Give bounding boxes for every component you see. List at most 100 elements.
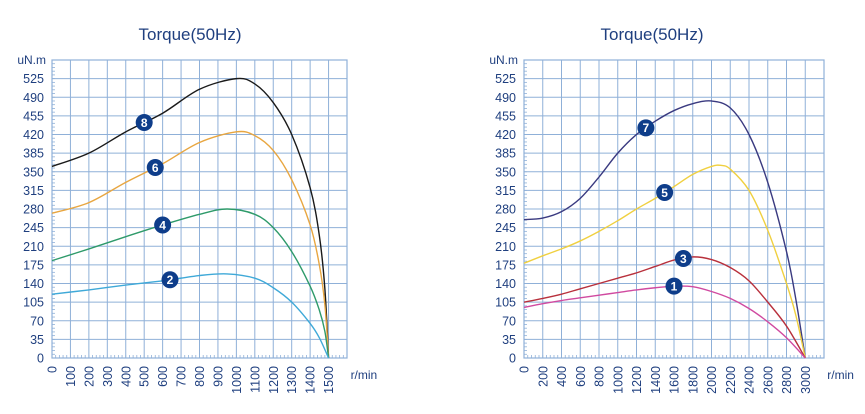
x-axis-label: r/min bbox=[351, 368, 378, 382]
y-tick-label: 0 bbox=[37, 352, 44, 366]
torque-chart-left: Torque(50Hz)uN.m035701051401752102452803… bbox=[17, 25, 377, 394]
y-tick-label: 525 bbox=[495, 72, 516, 86]
series-badge-4: 4 bbox=[154, 216, 172, 234]
chart-title: Torque(50Hz) bbox=[139, 25, 242, 44]
x-tick-label: 800 bbox=[193, 366, 207, 387]
x-tick-label: 0 bbox=[46, 366, 60, 373]
y-tick-label: 350 bbox=[23, 165, 44, 179]
series-line-2 bbox=[51, 273, 330, 359]
y-tick-label: 490 bbox=[495, 91, 516, 105]
badge-label: 7 bbox=[643, 121, 650, 135]
y-tick-label: 280 bbox=[23, 203, 44, 217]
series-badge-3: 3 bbox=[674, 249, 692, 267]
series-badge-1: 1 bbox=[665, 277, 683, 295]
y-tick-label: 350 bbox=[495, 165, 516, 179]
y-tick-label: 175 bbox=[23, 258, 44, 272]
badge-circle bbox=[656, 184, 674, 202]
x-tick-label: 2000 bbox=[705, 366, 719, 394]
y-tick-label: 35 bbox=[502, 333, 516, 347]
x-tick-label: 500 bbox=[138, 366, 152, 387]
x-tick-label: 3000 bbox=[799, 366, 813, 394]
x-tick-label: 2800 bbox=[780, 366, 794, 394]
badge-circle bbox=[135, 114, 153, 132]
y-tick-label: 385 bbox=[495, 147, 516, 161]
x-tick-label: 100 bbox=[64, 366, 78, 387]
y-tick-label: 490 bbox=[23, 91, 44, 105]
series-line-5 bbox=[523, 164, 806, 359]
series-badge-6: 6 bbox=[146, 158, 164, 176]
y-tick-label: 70 bbox=[30, 314, 44, 328]
x-tick-label: 700 bbox=[175, 366, 189, 387]
series-badge-8: 8 bbox=[135, 114, 153, 132]
y-tick-label: 0 bbox=[509, 352, 516, 366]
y-tick-label: 105 bbox=[23, 296, 44, 310]
badge-label: 2 bbox=[167, 273, 174, 287]
y-tick-label: 420 bbox=[495, 128, 516, 142]
badge-circle bbox=[637, 119, 655, 137]
y-tick-label: 105 bbox=[495, 296, 516, 310]
y-tick-label: 280 bbox=[495, 203, 516, 217]
x-tick-label: 2600 bbox=[761, 366, 775, 394]
badge-label: 3 bbox=[680, 252, 687, 266]
y-tick-label: 175 bbox=[495, 258, 516, 272]
x-tick-label: 0 bbox=[518, 366, 532, 373]
series-badge-5: 5 bbox=[656, 184, 674, 202]
y-tick-label: 210 bbox=[23, 240, 44, 254]
badge-circle bbox=[161, 271, 179, 289]
x-tick-label: 300 bbox=[101, 366, 115, 387]
y-tick-label: 140 bbox=[495, 277, 516, 291]
x-tick-label: 900 bbox=[211, 366, 225, 387]
x-tick-label: 1100 bbox=[248, 366, 262, 393]
badge-circle bbox=[665, 277, 683, 295]
badge-circle bbox=[154, 216, 172, 234]
y-tick-label: 420 bbox=[23, 128, 44, 142]
x-tick-label: 1500 bbox=[322, 366, 336, 394]
series-line-3 bbox=[523, 256, 806, 359]
series-line-7 bbox=[523, 100, 806, 359]
y-tick-label: 140 bbox=[23, 277, 44, 291]
x-tick-label: 1400 bbox=[304, 366, 318, 394]
x-tick-label: 1000 bbox=[230, 366, 244, 394]
y-tick-label: 70 bbox=[502, 314, 516, 328]
chart-title: Torque(50Hz) bbox=[601, 25, 704, 44]
y-tick-label: 245 bbox=[495, 221, 516, 235]
badge-label: 1 bbox=[671, 279, 678, 293]
y-axis-label: uN.m bbox=[489, 53, 518, 67]
y-tick-label: 245 bbox=[23, 221, 44, 235]
x-tick-label: 1400 bbox=[649, 366, 663, 394]
x-tick-label: 200 bbox=[536, 366, 550, 387]
y-tick-label: 455 bbox=[495, 109, 516, 123]
x-tick-label: 1300 bbox=[285, 366, 299, 394]
y-axis-label: uN.m bbox=[17, 53, 46, 67]
series-line-6 bbox=[51, 130, 330, 359]
badge-circle bbox=[146, 158, 164, 176]
x-tick-label: 800 bbox=[593, 366, 607, 387]
x-tick-label: 400 bbox=[555, 366, 569, 387]
x-tick-label: 2200 bbox=[724, 366, 738, 394]
x-tick-label: 600 bbox=[156, 366, 170, 387]
series-line-1 bbox=[523, 285, 806, 359]
y-tick-label: 315 bbox=[23, 184, 44, 198]
y-tick-label: 385 bbox=[23, 147, 44, 161]
series-line-8 bbox=[51, 77, 330, 359]
series-badge-7: 7 bbox=[637, 119, 655, 137]
series-line-4 bbox=[51, 208, 330, 359]
y-tick-label: 525 bbox=[23, 72, 44, 86]
y-tick-label: 315 bbox=[495, 184, 516, 198]
x-tick-label: 1800 bbox=[686, 366, 700, 394]
x-tick-label: 400 bbox=[119, 366, 133, 387]
x-tick-label: 600 bbox=[574, 366, 588, 387]
y-tick-label: 210 bbox=[495, 240, 516, 254]
torque-chart-right: Torque(50Hz)uN.m035701051401752102452803… bbox=[489, 25, 854, 394]
badge-label: 8 bbox=[141, 116, 148, 130]
x-tick-label: 1200 bbox=[267, 366, 281, 394]
x-tick-label: 2400 bbox=[743, 366, 757, 394]
badge-label: 6 bbox=[152, 161, 159, 175]
y-tick-label: 35 bbox=[30, 333, 44, 347]
badge-label: 4 bbox=[159, 218, 166, 232]
x-axis-label: r/min bbox=[827, 368, 854, 382]
x-tick-label: 1200 bbox=[630, 366, 644, 394]
badge-circle bbox=[674, 249, 692, 267]
badge-label: 5 bbox=[661, 186, 668, 200]
